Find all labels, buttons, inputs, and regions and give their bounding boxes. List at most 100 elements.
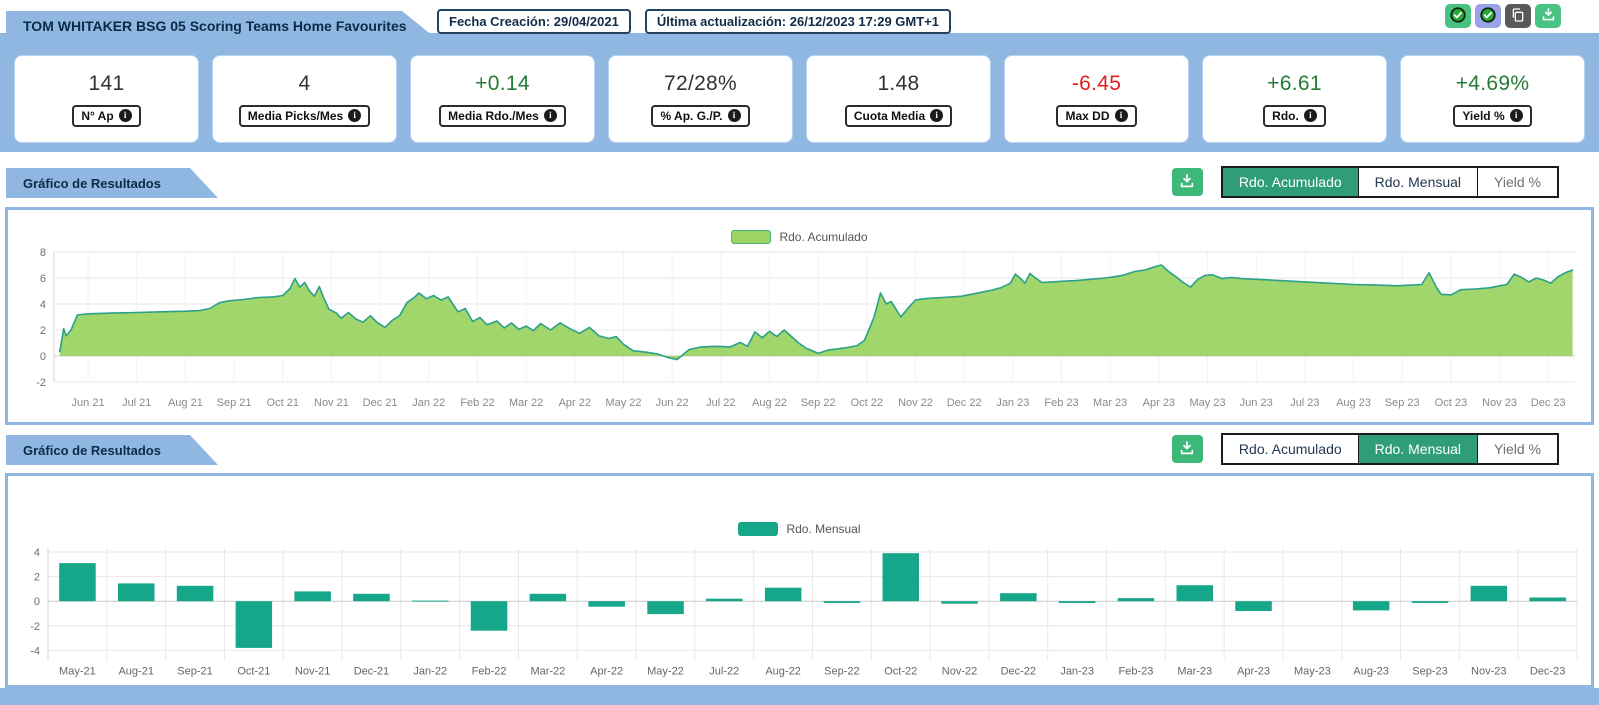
legend-swatch bbox=[731, 230, 772, 244]
stat-value: -6.45 bbox=[1071, 71, 1122, 95]
download-icon bbox=[1179, 440, 1195, 459]
svg-text:Nov 22: Nov 22 bbox=[898, 397, 933, 409]
cumulative-chart-panel: Rdo. Acumulado 8 6 4 2 0 -2 Jun 21 Jul 21 Aug 21… bbox=[5, 207, 1594, 425]
info-icon[interactable]: i bbox=[348, 109, 362, 122]
svg-text:Jan-22: Jan-22 bbox=[413, 665, 447, 677]
page-title: TOM WHITAKER BSG 05 Scoring Teams Home F… bbox=[23, 17, 407, 34]
chart-tab-group: Rdo. Acumulado Rdo. Mensual Yield % bbox=[1220, 166, 1559, 198]
svg-text:May-21: May-21 bbox=[59, 665, 96, 677]
svg-text:Jul 21: Jul 21 bbox=[122, 397, 151, 409]
info-icon[interactable]: i bbox=[118, 109, 132, 122]
monthly-chart-panel: Rdo. Mensual 4 2 0 -2 -4 May-21 Aug-21 Sep-21 Oc… bbox=[5, 473, 1594, 688]
tab-yield[interactable]: Yield % bbox=[1477, 435, 1557, 463]
verified-check-button[interactable] bbox=[1445, 4, 1471, 28]
svg-text:Dec 22: Dec 22 bbox=[947, 397, 982, 409]
svg-text:Apr-23: Apr-23 bbox=[1237, 665, 1270, 677]
svg-text:4: 4 bbox=[40, 299, 46, 311]
bar-sep-22 bbox=[823, 601, 861, 603]
info-icon[interactable]: i bbox=[930, 109, 944, 122]
stat-value: +4.69% bbox=[1455, 71, 1530, 95]
svg-text:Dec 21: Dec 21 bbox=[363, 397, 398, 409]
monthly-bar-chart: 4 2 0 -2 -4 May-21 Aug-21 Sep-21 Oct-21 Nov-21 Dec… bbox=[30, 547, 1578, 677]
download-chart-button[interactable] bbox=[1171, 435, 1203, 463]
info-icon[interactable]: i bbox=[1303, 109, 1317, 122]
chart-legend: Rdo. Acumulado bbox=[8, 210, 1591, 244]
bottom-band bbox=[0, 688, 1599, 705]
stat-value: 4 bbox=[298, 71, 311, 95]
svg-text:Jul 23: Jul 23 bbox=[1290, 397, 1319, 409]
stat-value: 141 bbox=[88, 71, 125, 95]
check-circle-icon bbox=[1479, 6, 1497, 27]
stats-row: 141 N° Ap i 4 Media Picks/Mes i +0.14 Media Rdo… bbox=[14, 55, 1585, 143]
svg-text:Jun 23: Jun 23 bbox=[1240, 397, 1273, 409]
svg-text:Jan 22: Jan 22 bbox=[412, 397, 445, 409]
svg-text:Nov-22: Nov-22 bbox=[942, 665, 977, 677]
svg-text:Dec 23: Dec 23 bbox=[1531, 397, 1566, 409]
svg-text:Sep-22: Sep-22 bbox=[824, 665, 859, 677]
bar-apr-22 bbox=[588, 601, 625, 607]
tab-rdo-mensual[interactable]: Rdo. Mensual bbox=[1357, 168, 1478, 196]
section-title-ribbon: Gráfico de Resultados bbox=[6, 435, 218, 465]
bar-aug-22 bbox=[764, 587, 802, 602]
bar-aug-23 bbox=[1352, 601, 1390, 611]
svg-text:Nov 21: Nov 21 bbox=[314, 397, 349, 409]
chart-tab-group: Rdo. Acumulado Rdo. Mensual Yield % bbox=[1220, 433, 1559, 465]
stat-label: Cuota Media i bbox=[844, 104, 953, 127]
svg-text:Jun 21: Jun 21 bbox=[72, 397, 105, 409]
svg-text:6: 6 bbox=[40, 273, 46, 285]
stat-card-max-dd: -6.45 Max DD i bbox=[1004, 55, 1189, 143]
tab-yield[interactable]: Yield % bbox=[1477, 168, 1557, 196]
svg-text:Nov 23: Nov 23 bbox=[1482, 397, 1517, 409]
info-icon[interactable]: i bbox=[1509, 109, 1523, 122]
tab-rdo-mensual[interactable]: Rdo. Mensual bbox=[1357, 435, 1478, 463]
stat-label-text: Yield % bbox=[1462, 108, 1505, 123]
svg-text:Feb 22: Feb 22 bbox=[460, 397, 494, 409]
tab-rdo-acumulado[interactable]: Rdo. Acumulado bbox=[1222, 168, 1358, 196]
svg-text:Jan 23: Jan 23 bbox=[996, 397, 1029, 409]
svg-text:Jul 22: Jul 22 bbox=[706, 397, 735, 409]
svg-text:Feb-23: Feb-23 bbox=[1119, 665, 1154, 677]
svg-text:May-22: May-22 bbox=[647, 665, 684, 677]
svg-text:Oct-22: Oct-22 bbox=[884, 665, 917, 677]
download-report-button[interactable] bbox=[1535, 4, 1561, 28]
bar-dec-22 bbox=[1000, 593, 1037, 602]
verified-check-alt-button[interactable] bbox=[1475, 4, 1501, 28]
bar-feb-23 bbox=[1117, 598, 1155, 602]
svg-text:Apr-22: Apr-22 bbox=[590, 665, 623, 677]
info-icon[interactable]: i bbox=[1114, 109, 1128, 122]
svg-text:May 22: May 22 bbox=[605, 397, 641, 409]
svg-text:Aug-23: Aug-23 bbox=[1353, 665, 1388, 677]
legend-label: Rdo. Mensual bbox=[786, 522, 861, 536]
bar-jan-22 bbox=[412, 600, 449, 602]
stat-card-rdo: +6.61 Rdo. i bbox=[1202, 55, 1387, 143]
tab-rdo-acumulado[interactable]: Rdo. Acumulado bbox=[1222, 435, 1358, 463]
download-icon bbox=[1179, 173, 1195, 192]
section-title: Gráfico de Resultados bbox=[23, 175, 161, 191]
svg-text:2: 2 bbox=[40, 325, 46, 337]
section-head-cumulative: Gráfico de Resultados Rdo. Acumulado Rdo.… bbox=[0, 152, 1599, 207]
bar-aug-21 bbox=[118, 583, 155, 602]
svg-text:Dec-21: Dec-21 bbox=[354, 665, 389, 677]
stat-label: Media Picks/Mes i bbox=[238, 104, 371, 127]
svg-text:Aug-21: Aug-21 bbox=[118, 665, 153, 677]
svg-text:8: 8 bbox=[40, 247, 46, 259]
svg-text:2: 2 bbox=[34, 572, 40, 584]
bar-oct-21 bbox=[235, 601, 273, 648]
download-chart-button[interactable] bbox=[1171, 168, 1203, 196]
stat-label: Media Rdo./Mes i bbox=[439, 104, 566, 127]
info-icon[interactable]: i bbox=[727, 109, 741, 122]
copy-button[interactable] bbox=[1505, 4, 1531, 28]
bar-dec-23 bbox=[1529, 597, 1566, 602]
info-icon[interactable]: i bbox=[543, 109, 557, 122]
stat-label-text: Cuota Media bbox=[853, 108, 926, 123]
bar-sep-23 bbox=[1411, 601, 1449, 603]
bar-oct-22 bbox=[882, 553, 919, 602]
svg-text:Sep 21: Sep 21 bbox=[217, 397, 252, 409]
stat-label-text: Rdo. bbox=[1272, 108, 1299, 123]
svg-text:Sep 22: Sep 22 bbox=[801, 397, 836, 409]
chart-controls: Rdo. Acumulado Rdo. Mensual Yield % bbox=[1171, 433, 1559, 465]
bar-jul-22 bbox=[706, 598, 743, 602]
copy-icon bbox=[1510, 7, 1526, 26]
stat-label: Max DD i bbox=[1056, 104, 1137, 127]
svg-text:Apr 22: Apr 22 bbox=[559, 397, 591, 409]
